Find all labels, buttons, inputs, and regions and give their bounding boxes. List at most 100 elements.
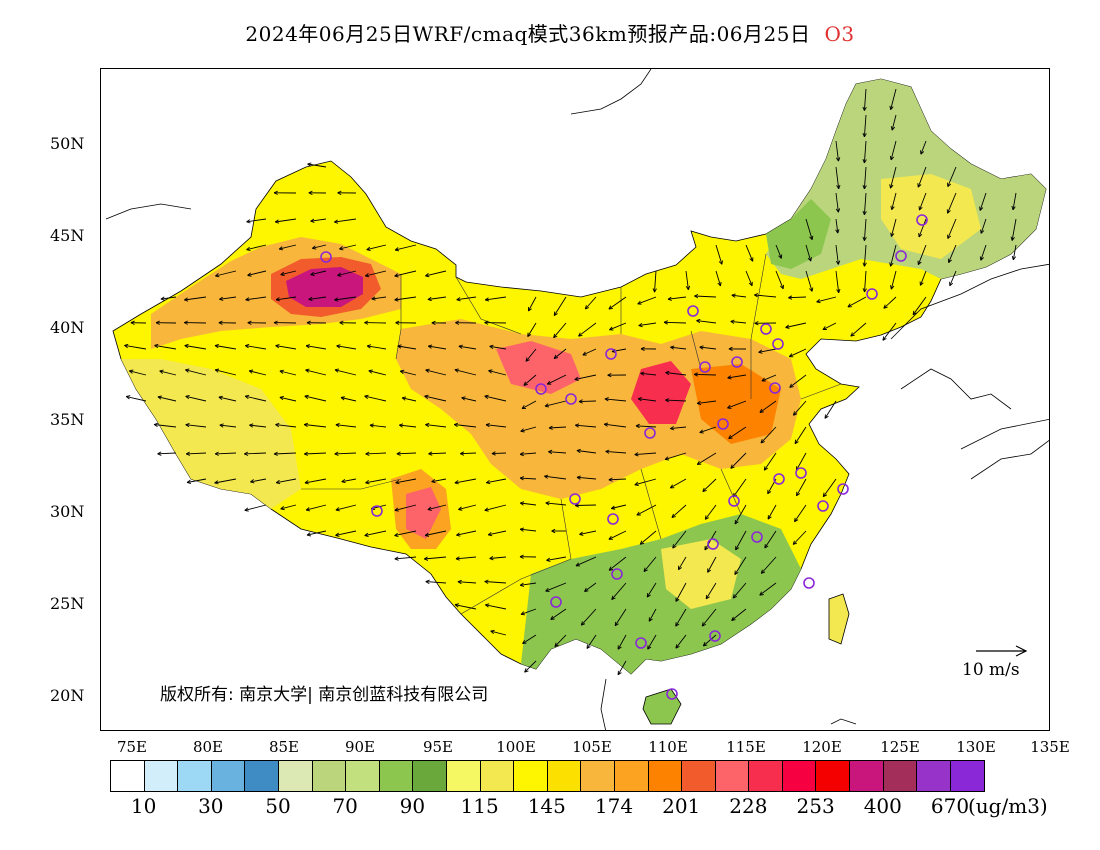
- wind-arrow-head: [779, 285, 784, 290]
- wind-arrow: [520, 608, 537, 615]
- wind-arrow-head: [617, 646, 622, 650]
- colorbar-cell: [278, 761, 313, 791]
- wind-arrow: [890, 166, 897, 189]
- wind-arrow-head: [428, 345, 432, 349]
- wind-arrow: [767, 504, 777, 520]
- wind-arrow-head: [184, 297, 188, 301]
- wind-arrow-head: [696, 460, 700, 465]
- wind-arrow-head: [365, 482, 370, 485]
- wind-arrow-head: [796, 493, 801, 497]
- wind-arrow-head: [364, 322, 369, 325]
- wind-arrow: [275, 345, 297, 350]
- wind-arrow-head: [553, 335, 558, 339]
- wind-arrow-head: [648, 618, 653, 622]
- wind-arrow: [554, 634, 567, 647]
- wind-arrow-head: [520, 430, 525, 433]
- wind-arrow-head: [460, 453, 465, 456]
- wind-arrow: [520, 582, 537, 586]
- wind-arrow: [760, 556, 777, 574]
- wind-arrow: [699, 426, 717, 434]
- wind-arrow: [793, 400, 807, 416]
- wind-arrow-head: [249, 424, 254, 428]
- wind-arrow: [310, 270, 327, 276]
- wind-arrow: [822, 322, 837, 331]
- wind-arrow-head: [835, 157, 839, 162]
- wind-arrow: [335, 424, 357, 428]
- wind-arrow-head: [185, 395, 190, 400]
- wind-arrow-head: [305, 344, 311, 347]
- wind-arrow: [648, 608, 657, 622]
- wind-arrow-head: [401, 396, 407, 399]
- wind-arrow-head: [675, 645, 680, 649]
- wind-arrow-head: [341, 481, 346, 484]
- wind-arrow: [157, 396, 177, 402]
- wind-arrow-head: [586, 644, 588, 649]
- wind-arrow: [918, 192, 927, 211]
- wind-arrow-head: [275, 345, 280, 349]
- wind-arrow: [919, 270, 927, 286]
- wind-arrow-head: [489, 558, 494, 561]
- wind-arrow-head: [890, 262, 894, 267]
- wind-arrow-head: [153, 422, 159, 425]
- wind-arrow: [425, 424, 447, 428]
- wind-arrow-head: [634, 484, 639, 486]
- wind-arrow: [745, 244, 754, 262]
- wind-arrow: [425, 270, 447, 277]
- wind-arrow-head: [947, 235, 952, 239]
- wind-arrow-head: [732, 594, 735, 599]
- wind-arrow: [608, 530, 627, 540]
- wind-arrow: [636, 504, 657, 516]
- wind-arrow-head: [792, 540, 795, 545]
- yellow-zone-northeast: [881, 174, 981, 259]
- wind-arrow-head: [551, 530, 556, 534]
- wind-arrow-head: [521, 405, 525, 409]
- wind-arrow-head: [920, 282, 924, 286]
- wind-arrow-head: [525, 357, 528, 362]
- wind-arrow-head: [519, 453, 524, 457]
- wind-arrow: [527, 322, 537, 337]
- wind-arrow-head: [428, 453, 433, 456]
- wind-arrow: [728, 426, 747, 439]
- wind-arrow: [745, 270, 753, 286]
- wind-arrow-head: [425, 579, 430, 583]
- wind-arrow: [637, 296, 657, 305]
- wind-arrow-head: [705, 517, 710, 520]
- wind-arrow-head: [366, 344, 372, 347]
- wind-arrow-head: [759, 408, 763, 413]
- wind-arrow-head: [397, 344, 402, 347]
- wind-arrow-head: [702, 623, 707, 627]
- wind-arrow: [371, 296, 387, 300]
- wind-arrow-head: [604, 422, 609, 425]
- wind-arrow-head: [707, 569, 712, 573]
- wind-arrow-head: [214, 343, 219, 346]
- wind-arrow-head: [491, 453, 496, 456]
- wind-arrow-head: [759, 594, 764, 596]
- wind-arrow: [431, 478, 447, 483]
- wind-arrow-head: [882, 336, 885, 341]
- wind-arrow-head: [603, 423, 608, 427]
- wind-arrow-head: [525, 359, 530, 362]
- wind-arrow: [665, 399, 687, 402]
- wind-arrow-head: [548, 449, 553, 453]
- wind-arrow-head: [303, 451, 308, 455]
- wind-arrow-head: [247, 272, 251, 276]
- wind-arrow-head: [837, 208, 841, 213]
- wind-arrow-head: [249, 423, 254, 426]
- wind-arrow-head: [365, 275, 370, 278]
- wind-arrow-head: [186, 482, 192, 485]
- wind-arrow-head: [365, 273, 369, 277]
- wind-arrow-head: [614, 621, 617, 626]
- wind-arrow-head: [1012, 256, 1017, 261]
- wind-arrow: [304, 424, 327, 428]
- wind-arrow-head: [607, 372, 612, 376]
- wind-arrow-head: [862, 159, 865, 164]
- wind-arrow-head: [279, 248, 284, 251]
- wind-arrow: [912, 296, 927, 316]
- wind-arrow-head: [835, 208, 839, 213]
- wind-arrow: [279, 396, 297, 402]
- wind-arrow-head: [460, 451, 465, 455]
- wind-arrow-head: [760, 569, 763, 574]
- wind-arrow: [244, 452, 267, 455]
- title-text: 2024年06月25日WRF/cmaq模式36km预报产品:06月25日: [245, 22, 811, 46]
- wind-arrow-head: [608, 566, 612, 571]
